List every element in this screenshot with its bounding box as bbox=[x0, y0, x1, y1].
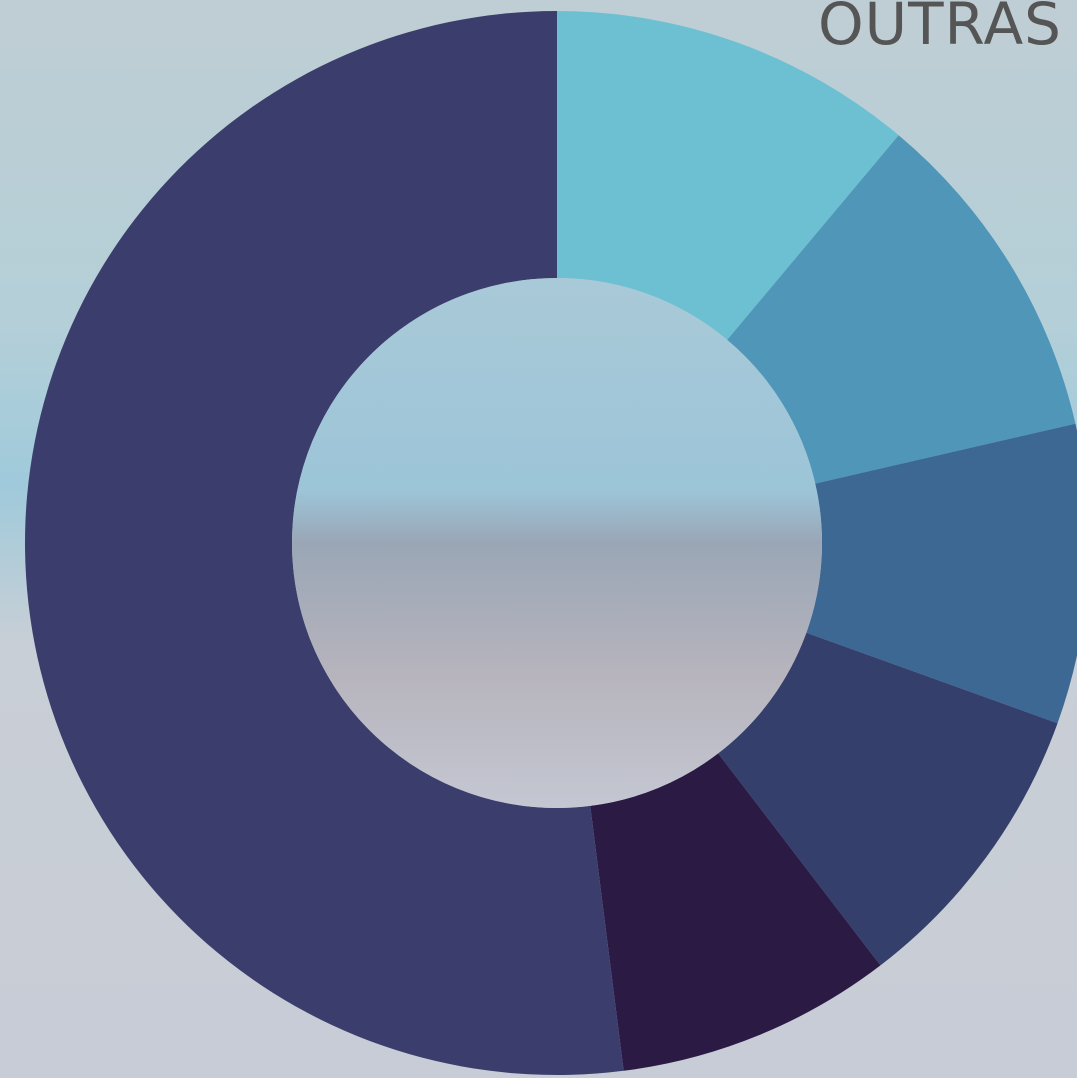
donut-slice bbox=[806, 423, 1077, 724]
donut-slice bbox=[590, 753, 881, 1071]
donut-slice bbox=[718, 632, 1058, 966]
donut bbox=[25, 10, 1077, 1075]
donut-hole bbox=[292, 278, 822, 808]
donut-slice bbox=[557, 11, 899, 340]
donut-slice bbox=[25, 10, 624, 1075]
annotation: OUTRAS bbox=[818, 0, 1062, 58]
donut-slice bbox=[727, 135, 1076, 484]
